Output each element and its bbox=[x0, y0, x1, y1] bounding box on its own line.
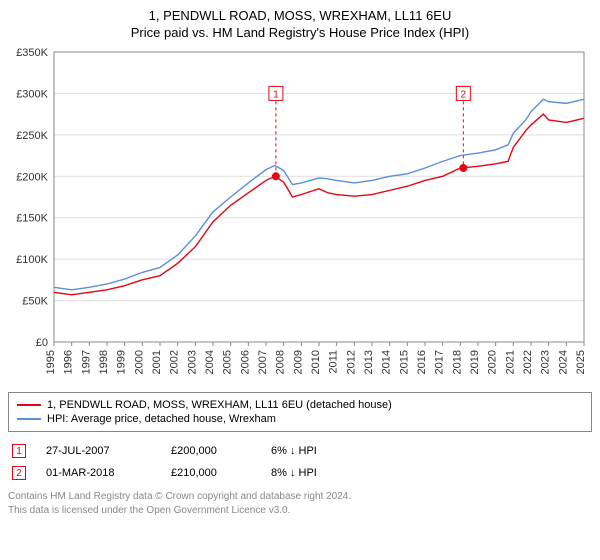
svg-text:1998: 1998 bbox=[98, 350, 110, 374]
svg-text:£50K: £50K bbox=[22, 296, 48, 308]
svg-text:£250K: £250K bbox=[16, 130, 48, 142]
svg-text:2018: 2018 bbox=[451, 350, 463, 374]
svg-text:2010: 2010 bbox=[310, 350, 322, 374]
svg-text:£100K: £100K bbox=[16, 254, 48, 266]
svg-text:£150K: £150K bbox=[16, 213, 48, 225]
svg-text:2024: 2024 bbox=[557, 350, 569, 374]
svg-text:2019: 2019 bbox=[469, 350, 481, 374]
price-chart: £0 £50K £100K £150K £200K £250K £300K £350K 1995… bbox=[8, 46, 592, 386]
svg-text:2025: 2025 bbox=[575, 350, 587, 374]
sale-marker-badge: 1 bbox=[12, 444, 26, 458]
sale-hpi-diff: 6% ↓ HPI bbox=[271, 445, 381, 457]
svg-text:2023: 2023 bbox=[540, 350, 552, 374]
chart-svg: £0 £50K £100K £150K £200K £250K £300K £350K 1995… bbox=[8, 46, 592, 386]
svg-text:2020: 2020 bbox=[487, 350, 499, 374]
legend-box: 1, PENDWLL ROAD, MOSS, WREXHAM, LL11 6EU… bbox=[8, 392, 592, 432]
svg-text:2017: 2017 bbox=[434, 350, 446, 374]
sale-hpi-diff: 8% ↓ HPI bbox=[271, 467, 381, 479]
svg-text:£300K: £300K bbox=[16, 88, 48, 100]
svg-text:2006: 2006 bbox=[239, 350, 251, 374]
svg-text:2009: 2009 bbox=[292, 350, 304, 374]
sale-date: 27-JUL-2007 bbox=[46, 445, 151, 457]
svg-text:2012: 2012 bbox=[345, 350, 357, 374]
svg-text:2004: 2004 bbox=[204, 350, 216, 374]
svg-text:£350K: £350K bbox=[16, 47, 48, 59]
chart-subtitle: Price paid vs. HM Land Registry's House … bbox=[8, 25, 592, 40]
sale-price: £200,000 bbox=[171, 445, 251, 457]
svg-text:2016: 2016 bbox=[416, 350, 428, 374]
address-title: 1, PENDWLL ROAD, MOSS, WREXHAM, LL11 6EU bbox=[8, 8, 592, 23]
sale-price: £210,000 bbox=[171, 467, 251, 479]
sales-table: 1 27-JUL-2007 £200,000 6% ↓ HPI 2 01-MAR-2018… bbox=[8, 440, 592, 484]
attribution-text: Contains HM Land Registry data © Crown c… bbox=[8, 490, 592, 517]
svg-text:2013: 2013 bbox=[363, 350, 375, 374]
legend-item: HPI: Average price, detached house, Wrex… bbox=[17, 413, 583, 425]
sale-marker-badge: 2 bbox=[12, 466, 26, 480]
svg-text:1: 1 bbox=[273, 89, 279, 100]
svg-text:2002: 2002 bbox=[169, 350, 181, 374]
svg-text:1995: 1995 bbox=[45, 350, 57, 374]
sale-row: 2 01-MAR-2018 £210,000 8% ↓ HPI bbox=[8, 462, 592, 484]
attribution-line-2: This data is licensed under the Open Gov… bbox=[8, 504, 592, 518]
svg-text:2011: 2011 bbox=[328, 350, 340, 374]
legend-swatch bbox=[17, 404, 41, 406]
svg-text:1996: 1996 bbox=[63, 350, 75, 374]
svg-text:1999: 1999 bbox=[116, 350, 128, 374]
legend-label: 1, PENDWLL ROAD, MOSS, WREXHAM, LL11 6EU… bbox=[47, 399, 392, 411]
svg-text:2: 2 bbox=[461, 89, 467, 100]
svg-text:£0: £0 bbox=[36, 337, 48, 349]
legend-item: 1, PENDWLL ROAD, MOSS, WREXHAM, LL11 6EU… bbox=[17, 399, 583, 411]
svg-text:2000: 2000 bbox=[133, 350, 145, 374]
sale-date: 01-MAR-2018 bbox=[46, 467, 151, 479]
attribution-line-1: Contains HM Land Registry data © Crown c… bbox=[8, 490, 592, 504]
svg-text:2014: 2014 bbox=[381, 350, 393, 374]
legend-swatch bbox=[17, 418, 41, 420]
legend-label: HPI: Average price, detached house, Wrex… bbox=[47, 413, 276, 425]
sale-row: 1 27-JUL-2007 £200,000 6% ↓ HPI bbox=[8, 440, 592, 462]
svg-text:2008: 2008 bbox=[275, 350, 287, 374]
svg-text:2003: 2003 bbox=[186, 350, 198, 374]
svg-text:2005: 2005 bbox=[222, 350, 234, 374]
svg-text:2015: 2015 bbox=[398, 350, 410, 374]
svg-text:2001: 2001 bbox=[151, 350, 163, 374]
svg-text:2021: 2021 bbox=[504, 350, 516, 374]
svg-text:2007: 2007 bbox=[257, 350, 269, 374]
svg-text:£200K: £200K bbox=[16, 171, 48, 183]
svg-text:2022: 2022 bbox=[522, 350, 534, 374]
svg-text:1997: 1997 bbox=[80, 350, 92, 374]
